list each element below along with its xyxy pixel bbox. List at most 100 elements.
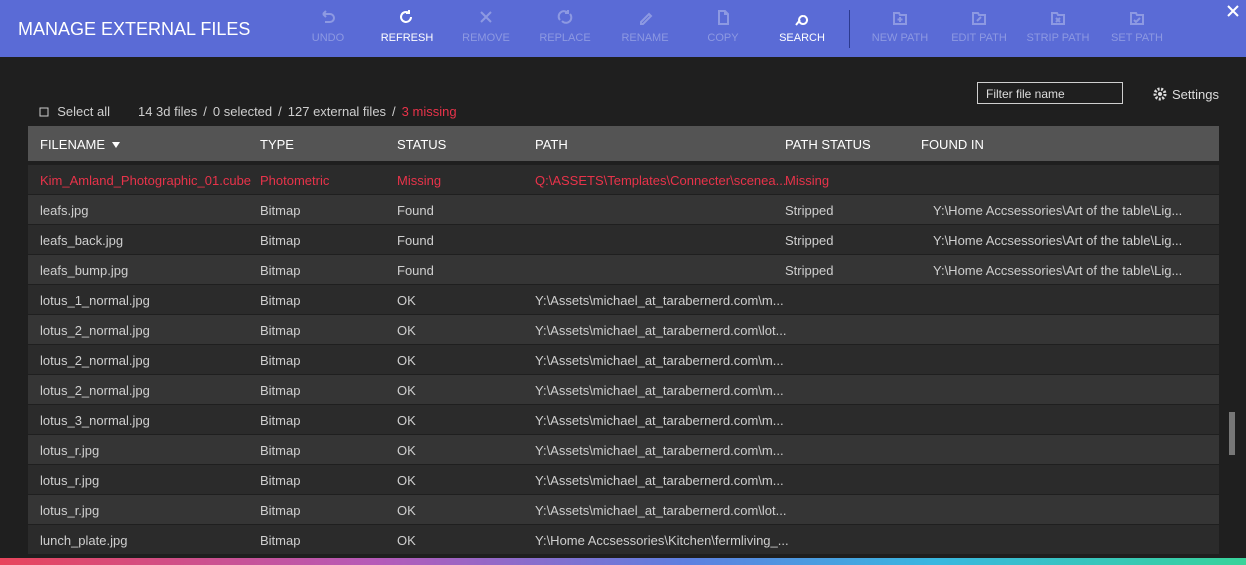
header: MANAGE EXTERNAL FILES UNDO REFRESH REMOVE R…	[0, 0, 1246, 57]
table-cell: OK	[397, 443, 416, 458]
table-row[interactable]: lotus_r.jpg Bitmap OK Y:\Assets\michael_at_…	[28, 435, 1219, 464]
column-header[interactable]: FOUND IN	[921, 137, 984, 152]
toolbar-icon	[480, 11, 492, 23]
toolbar-button[interactable]: REFRESH	[368, 8, 446, 44]
table-row[interactable]: Kim_Amland_Photographic_01.cube Photometr…	[28, 165, 1219, 194]
table-cell: Q:\ASSETS\Templates\Connecter\scenea...	[535, 173, 787, 188]
toolbar-label: NEW PATH	[871, 32, 929, 44]
table-cell: OK	[397, 413, 416, 428]
table-cell: Y:\Assets\michael_at_tarabernerd.com\m..…	[535, 473, 784, 488]
table-cell: OK	[397, 353, 416, 368]
table-cell: Y:\Home Accsessories\Art of the table\Li…	[933, 263, 1183, 278]
table-header: FILENAME TYPE STATUS PATH PATH STATUS FOUND I…	[28, 126, 1219, 161]
table-row[interactable]: lotus_r.jpg Bitmap OK Y:\Assets\michael_at_…	[28, 465, 1219, 494]
summary: Select all 14 3d files / 0 selected / 127 ext…	[32, 89, 463, 119]
table-cell: leafs_bump.jpg	[40, 263, 129, 278]
missing-count: 3 missing	[401, 104, 457, 119]
column-header[interactable]: TYPE	[260, 137, 294, 152]
table-row[interactable]: leafs.jpg Bitmap Found Stripped Y:\Home Accs…	[28, 195, 1219, 224]
table-cell: leafs_back.jpg	[40, 233, 124, 248]
file-count: 14 3d files	[137, 104, 198, 119]
table-cell: Bitmap	[260, 383, 301, 398]
column-header[interactable]: STATUS	[397, 137, 447, 152]
table-cell: OK	[397, 383, 416, 398]
table-row[interactable]: lotus_1_normal.jpg Bitmap OK Y:\Assets\mich…	[28, 285, 1219, 314]
table-cell: Y:\Home Accsessories\Art of the table\Li…	[933, 203, 1183, 218]
toolbar-button: REMOVE	[447, 8, 525, 44]
toolbar-button[interactable]: SEARCH	[763, 8, 841, 44]
table-cell: Bitmap	[260, 293, 301, 308]
table-cell: Stripped	[785, 263, 834, 278]
table-cell: Stripped	[785, 203, 834, 218]
table-cell: lotus_1_normal.jpg	[40, 293, 150, 308]
toolbar-icon	[1051, 12, 1065, 25]
table-cell: lotus_3_normal.jpg	[40, 413, 150, 428]
select-all-checkbox[interactable]	[39, 107, 49, 117]
table-cell: Missing	[397, 173, 442, 188]
table-row[interactable]: lotus_2_normal.jpg Bitmap OK Y:\Assets\mich…	[28, 315, 1219, 344]
close-button[interactable]	[1226, 4, 1240, 18]
table-cell: lotus_r.jpg	[40, 443, 100, 458]
table-cell: Bitmap	[260, 323, 301, 338]
table-cell: Bitmap	[260, 503, 301, 518]
toolbar-button: COPY	[684, 8, 762, 44]
toolbar-button: REPLACE	[526, 8, 604, 44]
toolbar-label: STRIP PATH	[1026, 32, 1090, 44]
table-cell: OK	[397, 473, 416, 488]
selected-count: 0 selected	[212, 104, 273, 119]
toolbar-label: COPY	[707, 32, 739, 44]
table-cell: Bitmap	[260, 473, 301, 488]
table-cell: OK	[397, 293, 416, 308]
table-cell: Found	[397, 263, 434, 278]
separator: /	[203, 104, 207, 119]
table-cell: Bitmap	[260, 443, 301, 458]
toolbar-label: REPLACE	[539, 32, 591, 44]
toolbar-label: REMOVE	[462, 32, 510, 44]
table-cell: OK	[397, 503, 416, 518]
toolbar-divider	[849, 10, 850, 48]
table-cell: Bitmap	[260, 203, 301, 218]
table-cell: lotus_r.jpg	[40, 473, 100, 488]
table-row[interactable]: lotus_2_normal.jpg Bitmap OK Y:\Assets\mich…	[28, 345, 1219, 374]
scrollbar[interactable]	[1229, 412, 1235, 455]
toolbar-button: RENAME	[606, 8, 684, 44]
settings-button[interactable]: Settings	[1153, 87, 1219, 102]
table-cell: Kim_Amland_Photographic_01.cube	[40, 173, 252, 188]
filter-input[interactable]: Filter file name	[977, 82, 1123, 104]
table-row[interactable]: leafs_back.jpg Bitmap Found Stripped Y:\Home…	[28, 225, 1219, 254]
table-row[interactable]: lotus_2_normal.jpg Bitmap OK Y:\Assets\mich…	[28, 375, 1219, 404]
column-header[interactable]: PATH STATUS	[785, 137, 871, 152]
table-row[interactable]: lunch_plate.jpg Bitmap OK Y:\Home Accsessor…	[28, 525, 1219, 554]
table-cell: Y:\Assets\michael_at_tarabernerd.com\m..…	[535, 353, 784, 368]
table-cell: lotus_r.jpg	[40, 503, 100, 518]
table-row[interactable]: leafs_bump.jpg Bitmap Found Stripped Y:\Home…	[28, 255, 1219, 284]
toolbar-button: EDIT PATH	[940, 8, 1018, 44]
table-cell: lunch_plate.jpg	[40, 533, 128, 548]
table-cell: Y:\Assets\michael_at_tarabernerd.com\lot…	[535, 323, 787, 338]
table-row[interactable]: lotus_r.jpg Bitmap OK Y:\Assets\michael_at_…	[28, 495, 1219, 524]
toolbar-label: REFRESH	[380, 32, 434, 44]
table-cell: Missing	[785, 173, 830, 188]
toolbar-icon	[400, 10, 412, 23]
table-cell: Y:\Assets\michael_at_tarabernerd.com\m..…	[535, 443, 784, 458]
column-header[interactable]: FILENAME	[40, 137, 121, 152]
select-all-label[interactable]: Select all	[57, 104, 110, 119]
toolbar-button: NEW PATH	[861, 8, 939, 44]
table-cell: Y:\Home Accsessories\Kitchen\fermliving_…	[535, 533, 789, 548]
toolbar-label: SET PATH	[1111, 32, 1163, 44]
toolbar-label: SEARCH	[779, 32, 825, 44]
external-count: 127 external files	[287, 104, 387, 119]
table-cell: Y:\Assets\michael_at_tarabernerd.com\lot…	[535, 503, 787, 518]
accent-bar	[0, 558, 1246, 565]
toolbar-label: RENAME	[621, 32, 669, 44]
toolbar-icon	[718, 10, 729, 25]
column-header[interactable]: PATH	[535, 137, 568, 152]
toolbar-icon	[795, 15, 809, 26]
table-cell: OK	[397, 323, 416, 338]
table-cell: lotus_2_normal.jpg	[40, 323, 150, 338]
table-cell: Stripped	[785, 233, 834, 248]
settings-icon	[1153, 87, 1167, 101]
table-row[interactable]: lotus_3_normal.jpg Bitmap OK Y:\Assets\mich…	[28, 405, 1219, 434]
table-cell: Y:\Assets\michael_at_tarabernerd.com\m..…	[535, 293, 784, 308]
